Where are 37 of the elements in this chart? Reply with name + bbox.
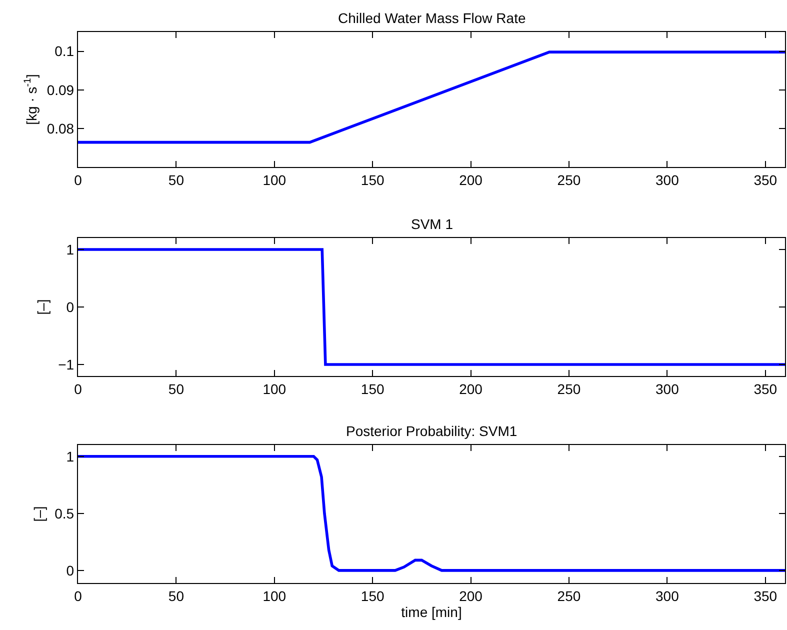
x-tick-label: 200 — [459, 172, 483, 188]
y-axis-title: [–] — [31, 506, 48, 522]
x-tick-label: 250 — [557, 588, 581, 604]
x-tick-label: 200 — [459, 380, 483, 397]
x-axis-title: time [min] — [401, 604, 462, 620]
x-tick-label: 150 — [360, 380, 384, 397]
y-tick-label: −1 — [58, 356, 74, 372]
y-tick-label: 0.08 — [46, 120, 74, 136]
y-tick-label: 0.1 — [54, 43, 74, 60]
x-tick-label: 50 — [168, 172, 184, 188]
x-tick-label: 150 — [360, 588, 384, 604]
y-tick-label: 0.09 — [46, 82, 74, 98]
x-tick-label: 50 — [168, 380, 184, 397]
y-tick-label: 1 — [66, 241, 74, 258]
line-series — [78, 455, 785, 572]
x-tick-label: 100 — [262, 172, 286, 188]
x-tick-label: 150 — [360, 172, 384, 188]
y-tick-label: 0 — [66, 562, 74, 578]
x-tick-label: 350 — [754, 172, 778, 188]
x-tick-label: 50 — [168, 588, 184, 604]
x-tick-label: 300 — [655, 380, 680, 397]
chart-title: SVM 1 — [411, 216, 454, 232]
chart-title: Chilled Water Mass Flow Rate — [338, 10, 526, 26]
y-tick-label: 0 — [66, 298, 74, 315]
y-tick-label: 1 — [66, 448, 74, 464]
x-tick-label: 250 — [557, 172, 581, 188]
x-tick-label: 350 — [754, 588, 778, 604]
x-tick-label: 100 — [262, 588, 286, 604]
chart-title: Posterior Probability: SVM1 — [346, 423, 518, 439]
x-tick-label: 350 — [754, 380, 778, 397]
y-axis-title: [–] — [34, 299, 51, 315]
x-tick-label: 100 — [262, 380, 286, 397]
y-tick-label: 0.5 — [54, 505, 74, 522]
x-tick-label: 300 — [655, 172, 680, 188]
x-tick-label: 200 — [459, 588, 483, 604]
x-tick-label: 300 — [655, 588, 680, 604]
x-tick-label: 250 — [557, 380, 581, 397]
